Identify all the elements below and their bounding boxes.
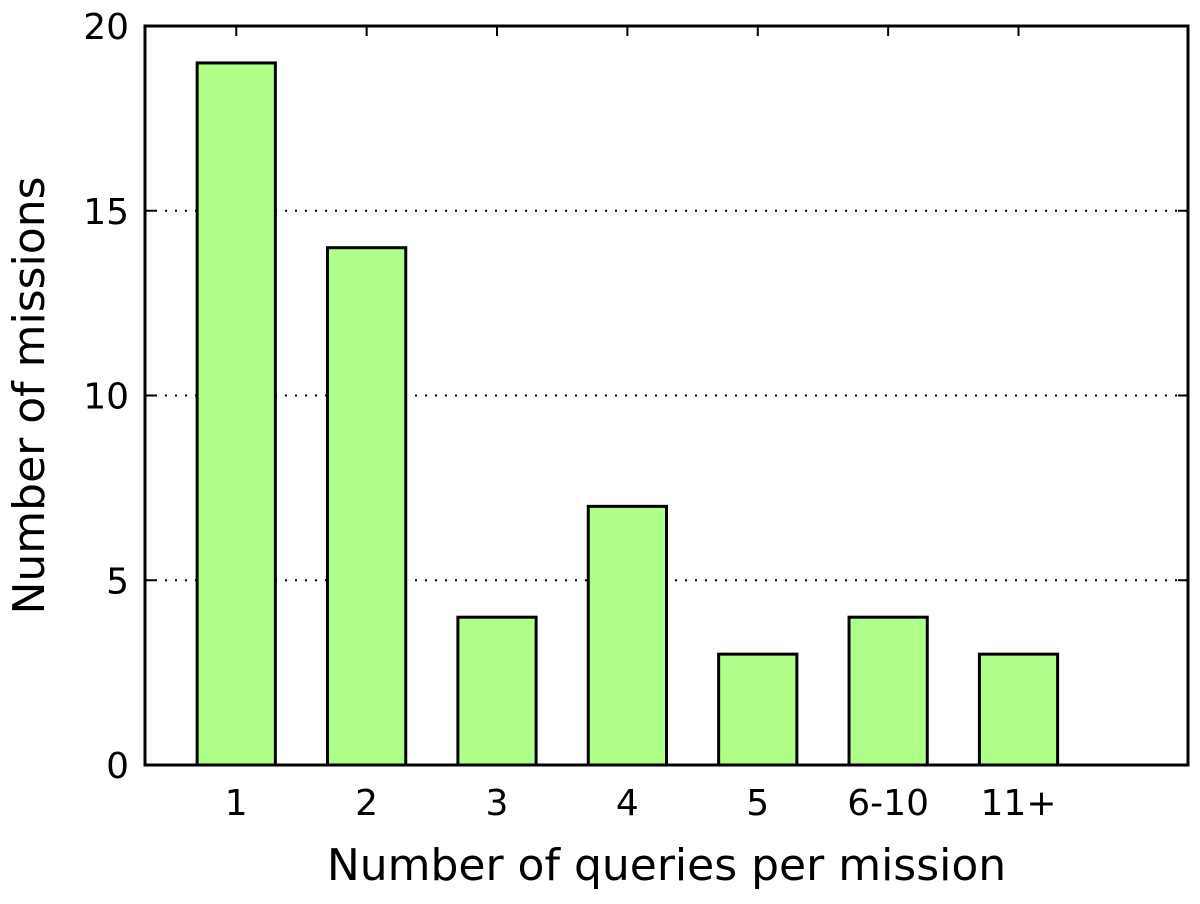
x-tick-label: 3: [486, 783, 509, 824]
bars: [195, 61, 1060, 767]
bar: [977, 652, 1060, 767]
y-tick-label: 0: [106, 746, 129, 787]
y-tick-label: 15: [83, 192, 129, 233]
y-tick-label: 20: [83, 7, 129, 48]
x-tick-label: 5: [746, 783, 769, 824]
x-tick-label: 1: [225, 783, 248, 824]
x-tick-label: 4: [616, 783, 639, 824]
bar: [717, 652, 799, 767]
plot-area-frame: [143, 24, 1190, 767]
x-tick-label: 6-10: [847, 783, 929, 824]
bar: [456, 615, 538, 767]
bar: [195, 61, 277, 767]
bar: [326, 246, 408, 767]
bar: [586, 504, 669, 767]
x-tick-label: 11+: [981, 783, 1057, 824]
y-axis-label: Number of missions: [4, 176, 55, 614]
x-tick-labels: 1 2 3 4 5 6-10 11+: [225, 783, 1057, 824]
y-tick-label: 5: [106, 561, 129, 602]
bar: [847, 615, 929, 767]
y-tick-label: 10: [83, 377, 129, 418]
x-tick-label: 2: [355, 783, 378, 824]
y-tick-labels: 0 5 10 15 20: [83, 7, 129, 787]
x-axis-label: Number of queries per mission: [327, 840, 1006, 891]
